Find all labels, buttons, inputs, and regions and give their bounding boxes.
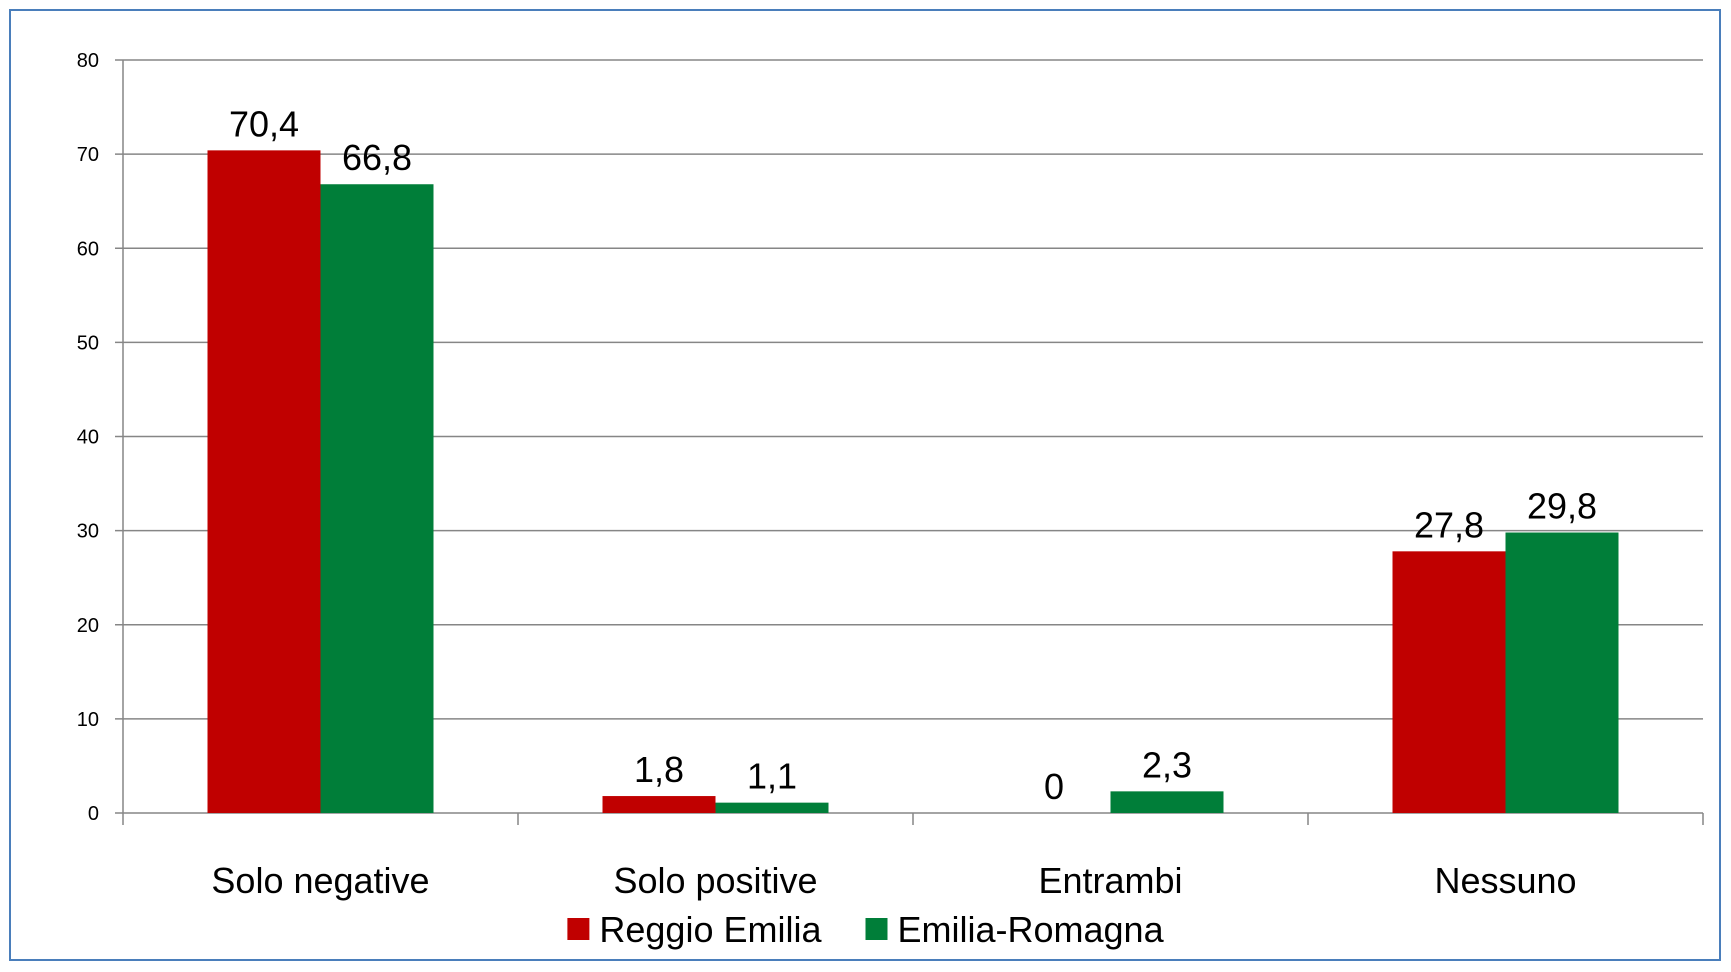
data-label: 29,8	[1527, 486, 1597, 527]
bar	[320, 184, 434, 813]
category-label: Nessuno	[1434, 860, 1576, 901]
bar	[602, 796, 716, 813]
y-tick-label: 60	[77, 238, 99, 260]
y-tick-label: 0	[88, 803, 99, 825]
data-label: 2,3	[1142, 744, 1192, 785]
y-tick-label: 70	[77, 144, 99, 166]
y-tick-label: 50	[77, 332, 99, 354]
data-label: 1,1	[747, 756, 797, 797]
data-label: 27,8	[1414, 504, 1484, 545]
legend-label: Emilia-Romagna	[898, 909, 1165, 950]
legend: Reggio Emilia Emilia-Romagna	[567, 909, 1165, 950]
category-label: Entrambi	[1038, 860, 1182, 901]
y-tick-label: 80	[77, 50, 99, 72]
data-labels: 70,4 66,8 1,8 1,1 0 2,3 27,8 29,8	[229, 103, 1597, 807]
bar	[207, 150, 321, 814]
category-label: Solo positive	[613, 860, 817, 901]
axes: 0 10 20 30 40 50 60 70 80 Solo negative Solo posit…	[77, 50, 1704, 901]
data-label: 70,4	[229, 103, 299, 144]
legend-swatch	[567, 918, 590, 940]
bar	[1110, 791, 1224, 813]
y-tick-label: 40	[77, 427, 99, 449]
category-label: Solo negative	[211, 860, 429, 901]
bars	[207, 150, 1619, 814]
legend-swatch	[865, 918, 888, 940]
data-label: 1,8	[634, 749, 684, 790]
bar	[1505, 532, 1619, 813]
data-label: 66,8	[342, 137, 412, 178]
y-tick-label: 20	[77, 615, 99, 637]
legend-label: Reggio Emilia	[599, 909, 822, 950]
bar	[715, 802, 829, 813]
y-tick-label: 30	[77, 521, 99, 543]
y-tick-label: 10	[77, 709, 99, 731]
bar	[1392, 551, 1506, 813]
data-label: 0	[1044, 766, 1064, 807]
